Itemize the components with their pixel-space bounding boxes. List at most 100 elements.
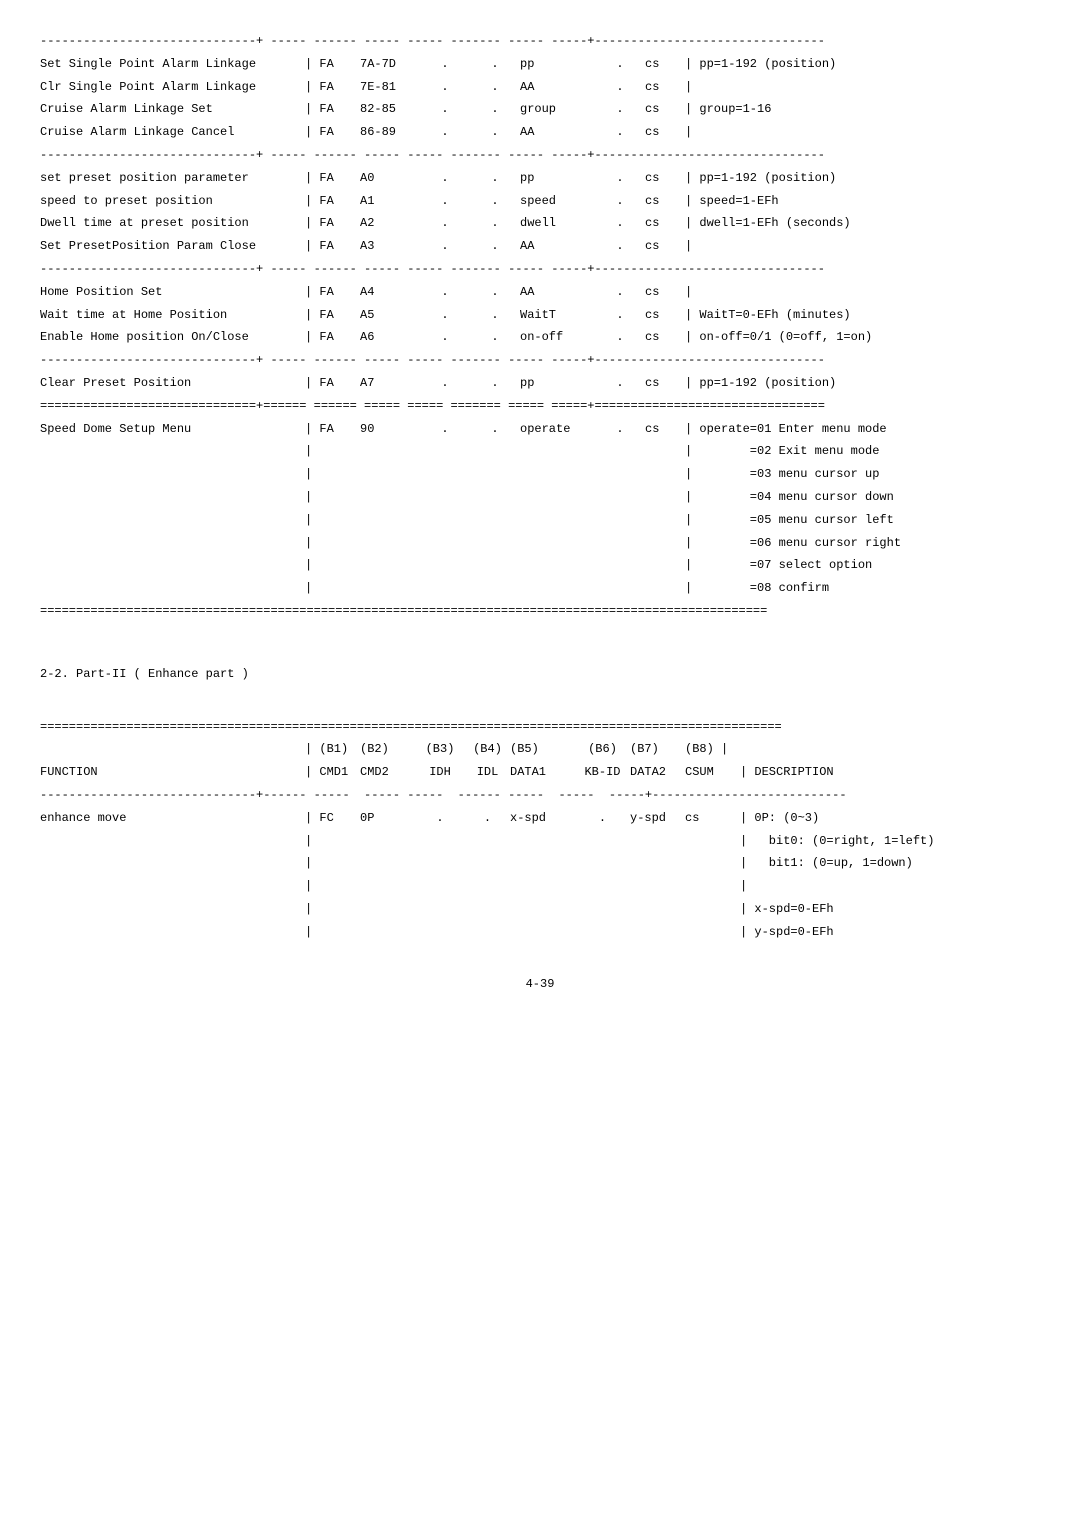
page-number: 4-39 — [40, 973, 1040, 996]
col-cmd1: | FA — [305, 281, 360, 304]
col-cmd1: | — [305, 921, 360, 944]
table-row: Home Position Set| FAA4..AA.cs| — [40, 281, 1040, 304]
col-desc: | — [740, 875, 1040, 898]
col-kbid: . — [595, 304, 645, 327]
col-d2: cs — [645, 53, 685, 76]
col-d1: operate — [520, 418, 595, 441]
col-func: FUNCTION — [40, 761, 305, 784]
col-cmd1: | FA — [305, 418, 360, 441]
col-func: Dwell time at preset position — [40, 212, 305, 235]
col-b1: | (B1) — [305, 738, 360, 761]
col-kbid: . — [595, 121, 645, 144]
col-func: set preset position parameter — [40, 167, 305, 190]
col-desc: | bit1: (0=up, 1=down) — [740, 852, 1040, 875]
table-row: Cruise Alarm Linkage Set| FA82-85..group… — [40, 98, 1040, 121]
col-desc: | =02 Exit menu mode — [685, 440, 1040, 463]
col-cmd1: | — [305, 875, 360, 898]
col-cmd1: | — [305, 440, 360, 463]
col-cmd1: | — [305, 554, 360, 577]
col-cmd1: | FA — [305, 304, 360, 327]
col-desc: | — [685, 76, 1040, 99]
table-row: speed to preset position| FAA1..speed.cs… — [40, 190, 1040, 213]
col-idl: . — [470, 167, 520, 190]
col-data1: DATA1 — [510, 761, 575, 784]
sep-eq: ==============================+====== ==… — [40, 395, 1040, 418]
col-kbid: . — [595, 190, 645, 213]
col-d1: x-spd — [510, 807, 575, 830]
col-idl: . — [470, 418, 520, 441]
col-desc: | — [685, 235, 1040, 258]
col-d1: group — [520, 98, 595, 121]
col-desc: | dwell=1-EFh (seconds) — [685, 212, 1040, 235]
col-desc: | speed=1-EFh — [685, 190, 1040, 213]
col-kbid: . — [595, 372, 645, 395]
col-cmd2: A2 — [360, 212, 420, 235]
col-d2: cs — [645, 372, 685, 395]
col-desc: | — [685, 121, 1040, 144]
table-row: Dwell time at preset position| FAA2..dwe… — [40, 212, 1040, 235]
table-row: Enable Home position On/Close| FAA6..on-… — [40, 326, 1040, 349]
col-b5: (B5) — [510, 738, 575, 761]
col-cmd1: | FA — [305, 212, 360, 235]
table-row-cont: | | =02 Exit menu mode — [40, 440, 1040, 463]
col-func: Enable Home position On/Close — [40, 326, 305, 349]
sep-dash: ------------------------------+ ----- --… — [40, 30, 1040, 53]
col-cmd1: | — [305, 486, 360, 509]
col-func: speed to preset position — [40, 190, 305, 213]
col-idl: IDL — [465, 761, 510, 784]
col-idl: . — [470, 212, 520, 235]
table2-header-codes: | (B1) (B2) (B3) (B4) (B5) (B6) (B7) (B8… — [40, 738, 1040, 761]
col-idl: . — [465, 807, 510, 830]
col-d1: AA — [520, 121, 595, 144]
col-desc: | =08 confirm — [685, 577, 1040, 600]
col-idh: . — [420, 418, 470, 441]
col-idl: . — [470, 281, 520, 304]
col-func: Clear Preset Position — [40, 372, 305, 395]
col-idl: . — [470, 98, 520, 121]
col-cmd2: 82-85 — [360, 98, 420, 121]
col-kbid: . — [575, 807, 630, 830]
col-desc: | y-spd=0-EFh — [740, 921, 1040, 944]
col-cmd1: | FA — [305, 98, 360, 121]
col-d2: cs — [645, 212, 685, 235]
col-cmd2: A4 — [360, 281, 420, 304]
col-func: enhance move — [40, 807, 305, 830]
col-d2: cs — [645, 326, 685, 349]
col-idl: . — [470, 121, 520, 144]
col-cmd1: | FC — [305, 807, 360, 830]
col-cmd2: 90 — [360, 418, 420, 441]
table-row: set preset position parameter| FAA0..pp.… — [40, 167, 1040, 190]
col-func: Home Position Set — [40, 281, 305, 304]
col-d2: cs — [645, 304, 685, 327]
col-idl: . — [470, 326, 520, 349]
col-idh: . — [420, 212, 470, 235]
col-kbid: . — [595, 53, 645, 76]
col-desc: | pp=1-192 (position) — [685, 167, 1040, 190]
table-row-cont: | | y-spd=0-EFh — [40, 921, 1040, 944]
col-cmd2: CMD2 — [360, 761, 415, 784]
col-d1: on-off — [520, 326, 595, 349]
col-kbid: . — [595, 418, 645, 441]
col-desc: | bit0: (0=right, 1=left) — [740, 830, 1040, 853]
protocol-table-2: ========================================… — [40, 716, 1040, 944]
col-idh: . — [420, 190, 470, 213]
col-cmd1: | FA — [305, 326, 360, 349]
col-func: Clr Single Point Alarm Linkage — [40, 76, 305, 99]
col-kbid: KB-ID — [575, 761, 630, 784]
col-d2: cs — [645, 121, 685, 144]
col-cmd2: 7E-81 — [360, 76, 420, 99]
table-row-cont: || =05 menu cursor left — [40, 509, 1040, 532]
col-cmd1: | — [305, 577, 360, 600]
col-d1: pp — [520, 167, 595, 190]
col-func: Set Single Point Alarm Linkage — [40, 53, 305, 76]
col-desc: | on-off=0/1 (0=off, 1=on) — [685, 326, 1040, 349]
col-b6: (B6) — [575, 738, 630, 761]
col-cmd1: | CMD1 — [305, 761, 360, 784]
table-row: Wait time at Home Position| FAA5..WaitT.… — [40, 304, 1040, 327]
col-data2: DATA2 — [630, 761, 685, 784]
col-desc: | pp=1-192 (position) — [685, 53, 1040, 76]
table-row-cont: | | =08 confirm — [40, 577, 1040, 600]
col-cmd2: A7 — [360, 372, 420, 395]
col-d2: cs — [645, 418, 685, 441]
sep-eq-top: ========================================… — [40, 716, 1040, 739]
